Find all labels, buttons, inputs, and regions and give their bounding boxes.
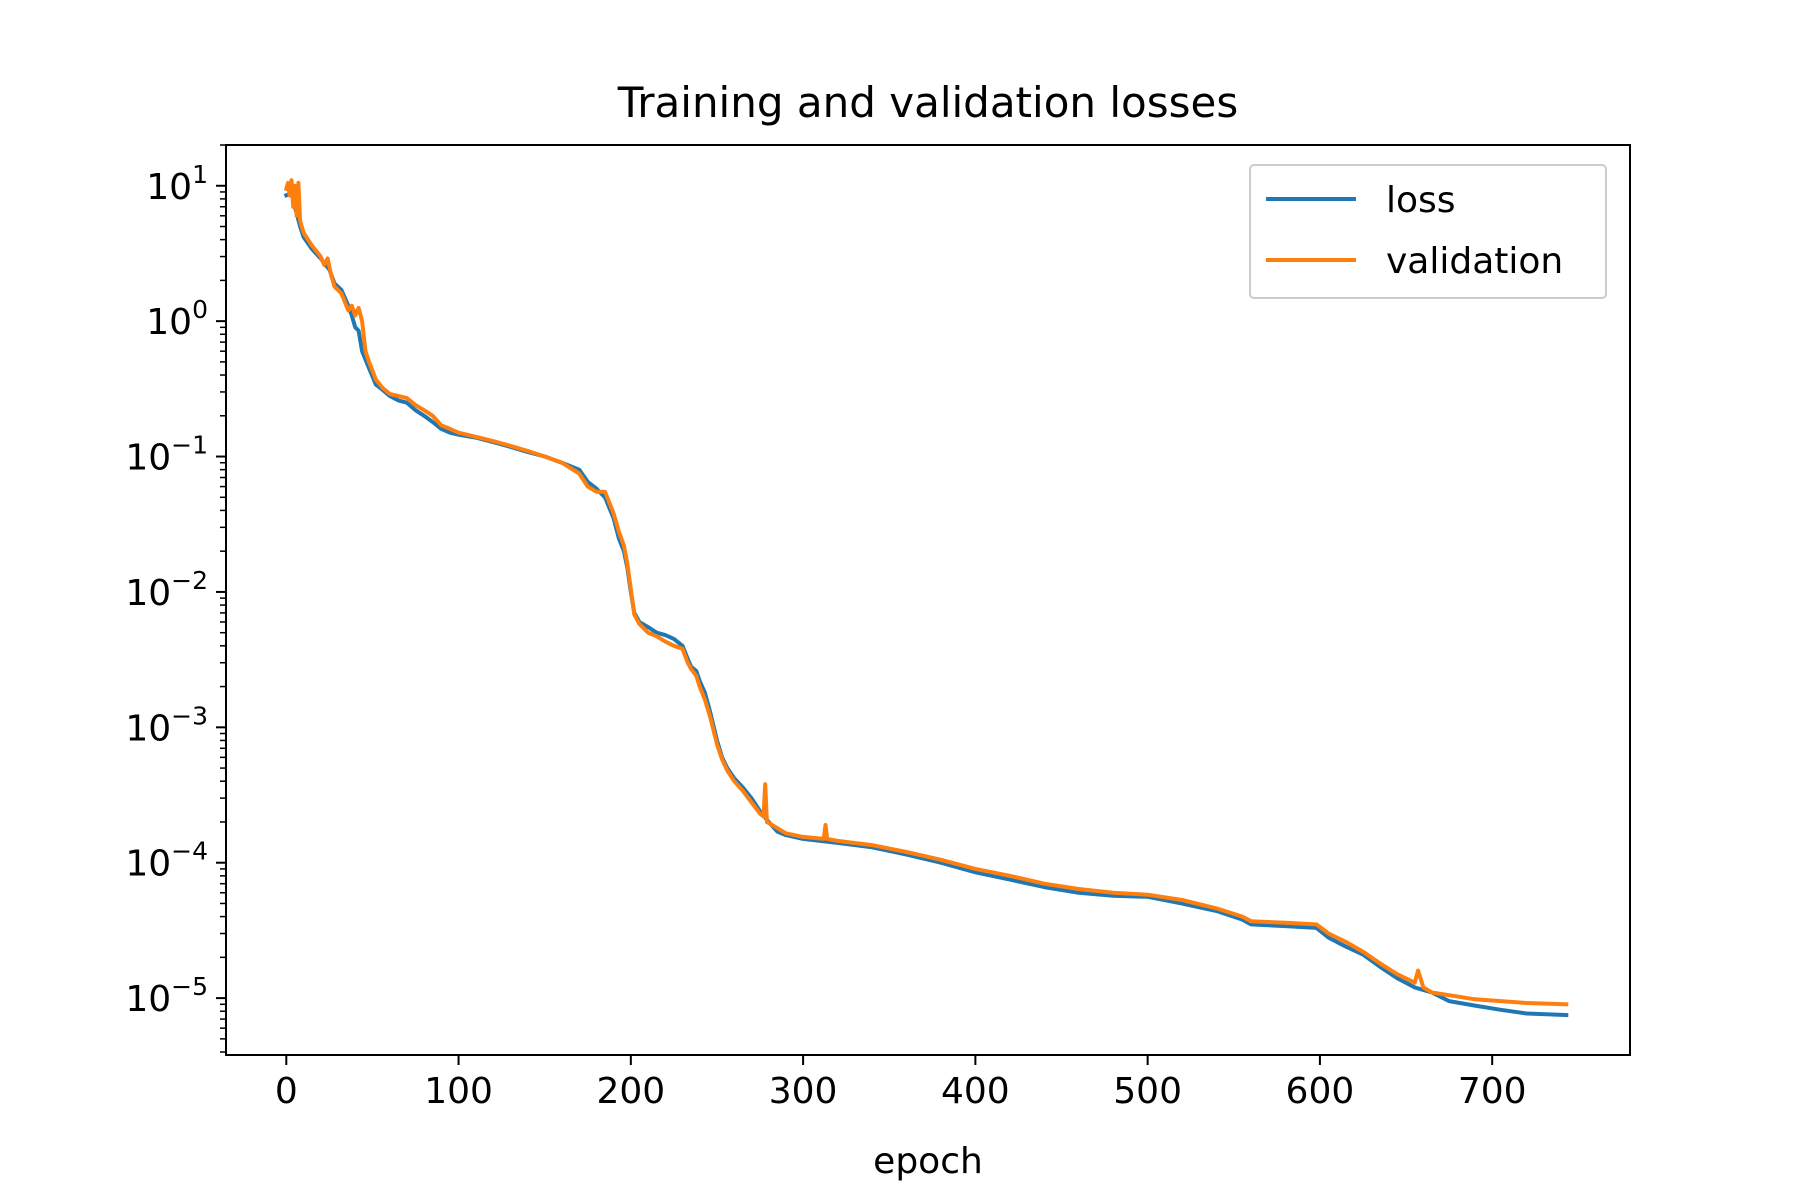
y-tick-label: 10−5	[125, 972, 208, 1020]
plot-frame	[225, 144, 1631, 1056]
x-tick-label: 200	[596, 1071, 665, 1112]
x-tick-label: 300	[769, 1071, 838, 1112]
y-axis: 101 100 10−1 10−2 10−3 10−4 10−5	[125, 144, 226, 1053]
x-axis-label: epoch	[873, 1141, 983, 1182]
chart-title: Training and validation losses	[617, 78, 1238, 127]
plot-series	[283, 178, 1569, 1018]
y-tick-label: 101	[146, 160, 208, 208]
x-axis: 0 100 200 300 400 500 600 700	[275, 1055, 1527, 1112]
legend-label-loss: loss	[1386, 180, 1456, 221]
x-tick-label: 0	[275, 1071, 298, 1112]
y-tick-label: 10−2	[125, 566, 208, 614]
x-tick-label: 700	[1458, 1071, 1527, 1112]
series-line-validation	[283, 178, 1569, 1007]
x-tick-label: 100	[424, 1071, 493, 1112]
x-tick-label: 500	[1113, 1071, 1182, 1112]
y-tick-label: 100	[146, 295, 208, 343]
legend: loss validation	[1249, 164, 1607, 299]
legend-label-validation: validation	[1386, 241, 1563, 282]
y-tick-label: 10−4	[125, 837, 208, 885]
y-tick-label: 10−3	[125, 701, 208, 749]
series-line-loss	[283, 191, 1569, 1018]
x-tick-label: 600	[1286, 1071, 1355, 1112]
y-tick-label: 10−1	[125, 431, 208, 479]
x-tick-label: 400	[941, 1071, 1010, 1112]
